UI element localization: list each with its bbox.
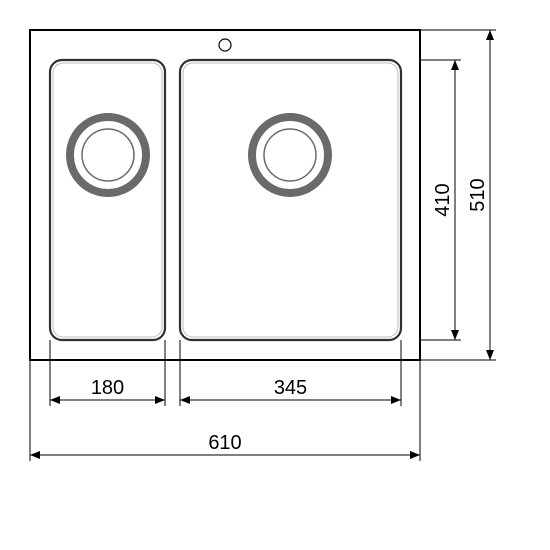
- dim-inner-height-label: 410: [432, 183, 454, 216]
- dim-left-bowl-width-label: 180: [91, 377, 124, 399]
- technical-drawing: 180 345 610 410 510: [0, 0, 550, 550]
- left-bowl-drain-inner: [82, 129, 134, 181]
- dim-right-bowl-width-label: 345: [274, 377, 307, 399]
- right-bowl: [180, 60, 401, 340]
- left-bowl: [50, 60, 165, 340]
- right-bowl-inner-edge: [183, 63, 398, 337]
- sink-outer: [30, 30, 420, 360]
- tap-hole: [219, 39, 231, 51]
- dim-outer-height-label: 510: [467, 178, 489, 211]
- left-bowl-inner-edge: [53, 63, 162, 337]
- dim-total-width-label: 610: [208, 432, 241, 454]
- right-bowl-drain-inner: [264, 129, 316, 181]
